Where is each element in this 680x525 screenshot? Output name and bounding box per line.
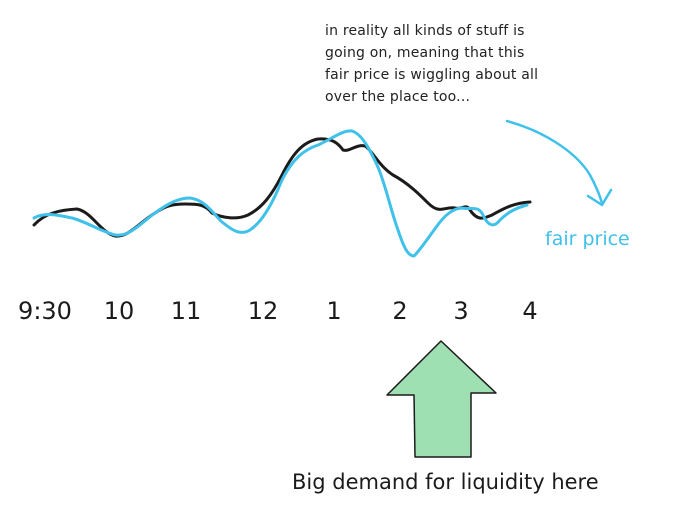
annotation-line: over the place too... [325, 89, 471, 105]
fair-price-line [32, 129, 529, 258]
x-tick-label: 2 [392, 297, 408, 325]
big-up-arrow [386, 340, 497, 458]
price-line [32, 137, 532, 238]
annotation-arrow [505, 119, 604, 205]
x-tick-label: 11 [170, 297, 202, 325]
fair-price-label: fair price [545, 228, 630, 250]
annotation-line: fair price is wiggling about all [325, 67, 539, 83]
x-tick-label: 12 [247, 297, 279, 325]
x-tick-label: 1 [326, 297, 342, 325]
x-tick-label: 10 [103, 297, 135, 325]
x-tick-label: 4 [522, 297, 538, 325]
x-tick-label: 9:30 [18, 297, 72, 325]
annotation-text: in reality all kinds of stuff is going o… [325, 20, 570, 108]
annotation-arrowhead [586, 188, 613, 207]
annotation-line: going on, meaning that this [325, 45, 525, 61]
annotation-line: in reality all kinds of stuff is [325, 23, 525, 39]
x-tick-label: 3 [453, 297, 469, 325]
liquidity-caption: Big demand for liquidity here [292, 470, 599, 494]
